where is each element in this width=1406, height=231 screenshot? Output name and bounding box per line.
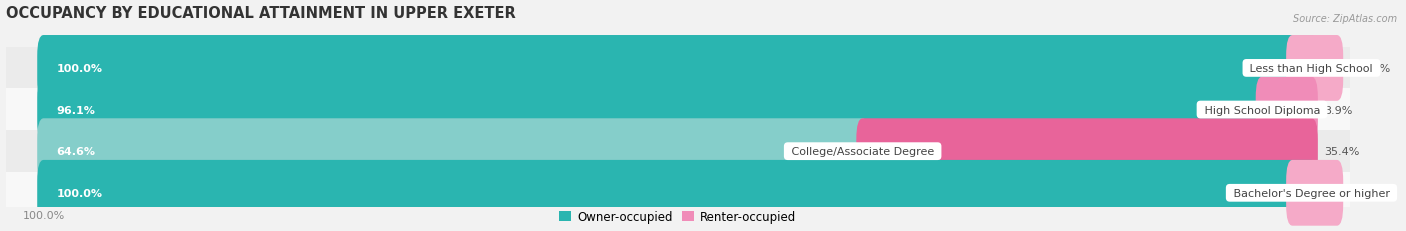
Text: 96.1%: 96.1% xyxy=(56,105,96,115)
FancyBboxPatch shape xyxy=(1286,160,1343,226)
Text: 100.0%: 100.0% xyxy=(56,188,103,198)
FancyBboxPatch shape xyxy=(37,36,1317,101)
FancyBboxPatch shape xyxy=(37,36,1317,101)
FancyBboxPatch shape xyxy=(37,160,1317,226)
Text: College/Associate Degree: College/Associate Degree xyxy=(787,146,938,156)
Text: 3.9%: 3.9% xyxy=(1324,105,1353,115)
Text: High School Diploma: High School Diploma xyxy=(1201,105,1323,115)
Text: 100.0%: 100.0% xyxy=(56,64,103,74)
Text: OCCUPANCY BY EDUCATIONAL ATTAINMENT IN UPPER EXETER: OCCUPANCY BY EDUCATIONAL ATTAINMENT IN U… xyxy=(6,6,516,21)
Text: 35.4%: 35.4% xyxy=(1324,146,1360,156)
FancyBboxPatch shape xyxy=(37,77,1317,143)
Bar xyxy=(6,89,1350,131)
Bar xyxy=(6,172,1350,214)
Text: 0.0%: 0.0% xyxy=(1362,188,1391,198)
FancyBboxPatch shape xyxy=(1256,77,1317,143)
FancyBboxPatch shape xyxy=(37,119,1317,184)
FancyBboxPatch shape xyxy=(1286,36,1343,101)
Text: Bachelor's Degree or higher: Bachelor's Degree or higher xyxy=(1230,188,1393,198)
Text: 0.0%: 0.0% xyxy=(1362,64,1391,74)
FancyBboxPatch shape xyxy=(37,119,869,184)
Text: 64.6%: 64.6% xyxy=(56,146,96,156)
Bar xyxy=(6,48,1350,90)
FancyBboxPatch shape xyxy=(37,77,1268,143)
Bar xyxy=(6,130,1350,173)
Legend: Owner-occupied, Renter-occupied: Owner-occupied, Renter-occupied xyxy=(560,210,796,223)
Text: Less than High School: Less than High School xyxy=(1247,64,1376,74)
Text: Source: ZipAtlas.com: Source: ZipAtlas.com xyxy=(1294,14,1398,24)
FancyBboxPatch shape xyxy=(37,160,1317,226)
FancyBboxPatch shape xyxy=(856,119,1317,184)
